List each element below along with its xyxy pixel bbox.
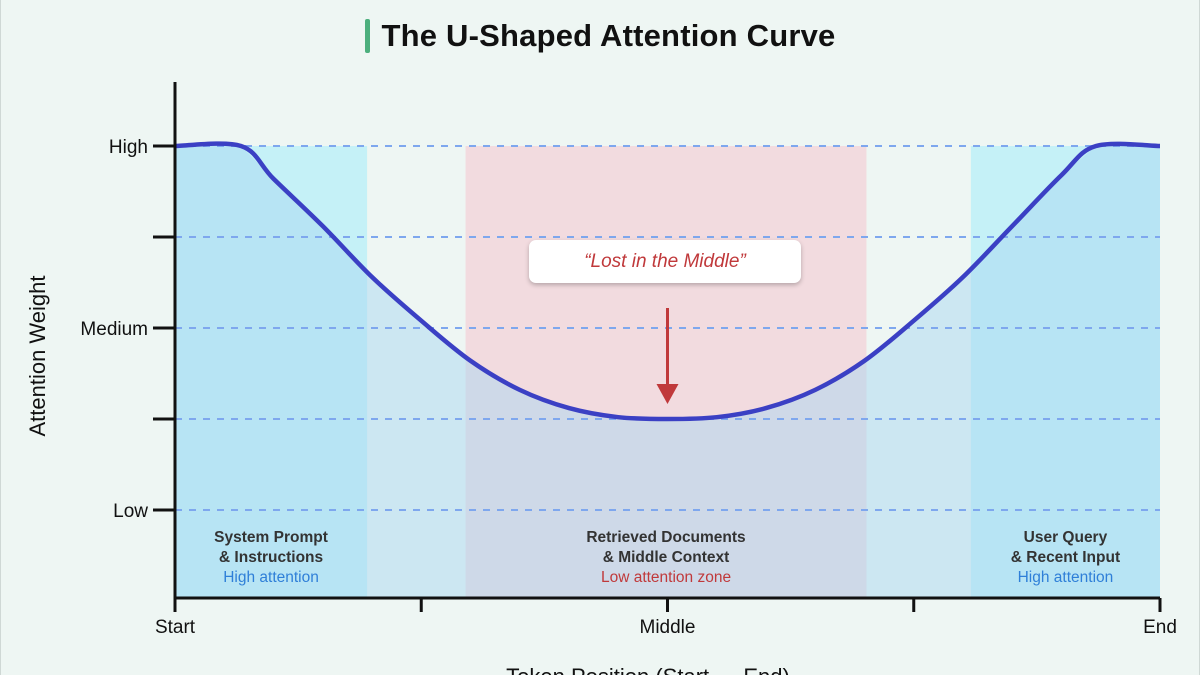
y-tick-label-medium: Medium (80, 319, 148, 340)
region-1-label-line1: System Prompt (214, 529, 328, 546)
region-2-note: Low attention zone (601, 569, 731, 586)
chart-title-group: The U-Shaped Attention Curve (0, 18, 1200, 54)
y-axis-title: Attention Weight (25, 275, 50, 436)
callout-arrow-head (656, 384, 679, 404)
title-accent-bar (364, 19, 370, 53)
x-tick-label-end: End (1143, 617, 1177, 638)
callout-text: “Lost in the Middle” (584, 250, 746, 272)
region-2-label-line1: Retrieved Documents (586, 529, 745, 546)
chart-title: The U-Shaped Attention Curve (381, 18, 836, 53)
x-tick-label-middle: Middle (640, 617, 696, 638)
region-2-label-line2: & Middle Context (603, 549, 730, 566)
region-3-label-line2: & Recent Input (1011, 549, 1120, 566)
y-tick-label-high: High (109, 137, 148, 158)
y-tick-label-low: Low (113, 501, 148, 522)
x-tick-label-start: Start (155, 617, 196, 638)
x-axis-title: Token Position (Start → End) (506, 664, 790, 675)
region-1-note: High attention (223, 569, 319, 586)
region-3-note: High attention (1018, 569, 1114, 586)
region-3-label-line1: User Query (1024, 529, 1108, 546)
region-1-label-line2: & Instructions (219, 549, 323, 566)
curve-area-fill (175, 146, 1160, 598)
attention-curve-line (174, 141, 1161, 422)
lost-in-middle-callout: “Lost in the Middle” (529, 240, 801, 283)
